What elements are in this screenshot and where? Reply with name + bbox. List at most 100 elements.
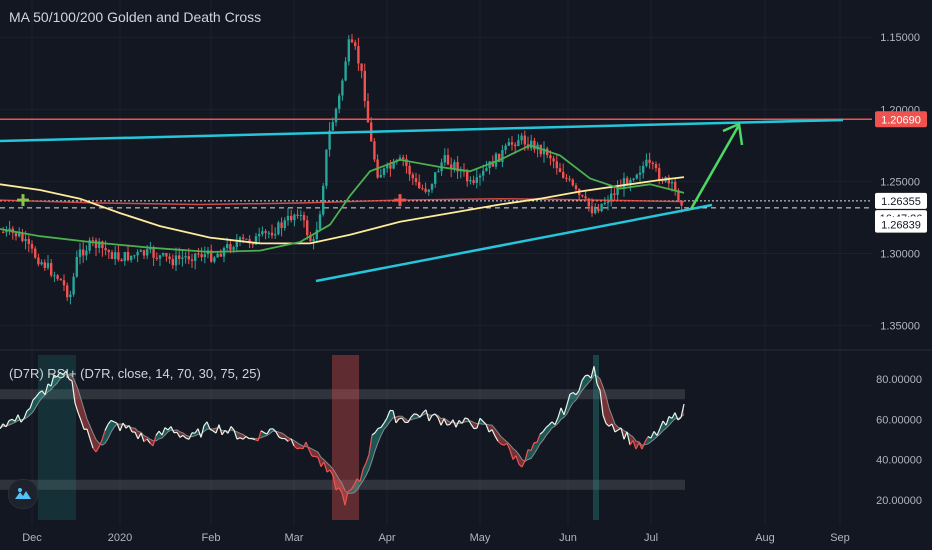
rsi-line-seg-220 [659,420,664,429]
candle-body-195 [626,178,629,186]
candle-body-70 [226,244,229,248]
candle-body-83 [267,232,270,234]
candle-body-12 [40,262,43,265]
candle-body-97 [312,239,315,242]
rsi-line-seg-157 [470,423,475,429]
rsi-fill-199 [597,375,600,391]
rsi-line-seg-108 [323,461,328,473]
rsi-axis[interactable]: 20.00000 40.00000 60.00000 80.00000 [876,374,922,507]
time-tick-label-9: Sep [830,532,850,544]
rsi-line-seg-118 [353,478,358,486]
candle-body-60 [194,253,197,261]
rsi-fill-192 [576,390,579,401]
candle-body-122 [392,161,395,169]
rsi-line-seg-81 [242,436,247,440]
rsi-line-seg-227 [680,403,685,418]
rsi-line-seg-181 [542,427,547,433]
rsi-line-seg-146 [437,417,442,426]
candle-body-118 [379,174,382,178]
candle-body-198 [635,174,638,179]
candle-body-209 [670,181,674,184]
rsi-line-seg-97 [290,438,295,447]
candle-body-114 [366,101,370,123]
rsi-line-seg-45 [134,431,139,440]
candle-body-0 [2,231,5,233]
candle-body-176 [565,177,568,179]
candle-body-107 [344,61,347,81]
candle-body-50 [162,253,165,256]
candle-body-40 [130,255,133,261]
rsi-line-seg-23 [68,378,73,382]
candle-body-140 [450,164,453,170]
candle-body-119 [382,168,386,175]
price-tick-label-3: 1.30000 [880,248,920,260]
rsi-line-seg-50 [149,442,154,447]
rsi-fill-50 [150,439,153,446]
rsi-line-seg-48 [143,438,148,443]
rsi-line-seg-137 [410,413,415,418]
candle-body-208 [667,177,670,184]
candle-body-56 [181,257,184,259]
rsi-line-seg-172 [515,455,520,465]
rsi-fill-44 [132,427,135,433]
rsi-fill-33 [99,439,102,447]
candle-body-32 [104,248,107,251]
ma-green-line [0,144,685,253]
time-tick-label-0: Dec [22,532,42,544]
candle-body-4 [14,232,18,237]
candle-body-18 [59,278,62,281]
candle-body-19 [62,280,66,286]
candle-body-155 [498,153,501,162]
candle-body-92 [296,214,299,216]
rsi-line-seg-54 [161,427,166,436]
price-label-bg-1 [875,192,927,209]
rsi-line-seg-196 [587,374,592,379]
rsi-fill-202 [606,395,609,427]
rsi-line-seg-225 [674,412,679,421]
rsi-fill-52 [156,431,159,441]
candle-body-141 [453,162,456,170]
candle-body-103 [331,122,334,131]
time-tick-label-7: Jul [644,532,658,544]
rsi-line-seg-210 [629,440,634,446]
candle-body-181 [581,195,584,197]
rsi-line-seg-184 [551,421,556,426]
candle-body-45 [146,249,149,256]
rsi-line-seg-38 [113,421,118,424]
rsi-fill-173 [519,454,522,468]
candle-body-194 [622,178,626,189]
time-axis[interactable]: Dec 2020 Feb Mar Apr May Jun Jul Aug Sep [22,532,850,544]
candle-body-200 [642,165,645,173]
candle-body-139 [446,155,450,165]
rsi-line-seg-62 [185,437,190,440]
rsi-line-seg-224 [671,412,676,419]
candle-body-106 [341,80,344,96]
candle-body-120 [386,164,389,169]
candle-body-128 [411,174,414,179]
candle-body-175 [562,172,565,178]
candle-body-109 [350,39,354,43]
rsi-line-seg-163 [488,429,493,433]
rsi-line-seg-1 [2,423,7,428]
tradingview-logo-icon[interactable] [8,479,38,509]
candle-body-105 [338,95,341,109]
rsi-fill-66 [198,428,201,438]
rsi-fill-125 [375,428,378,451]
rsi-line-seg-180 [539,431,544,435]
rsi-fill-60 [180,431,183,438]
rsi-line-seg-6 [17,414,22,423]
candle-body-1 [5,229,8,233]
candle-body-138 [443,155,446,163]
candle-body-73 [235,241,238,248]
rsi-line-seg-30 [89,438,94,449]
rsi-line-seg-93 [278,436,283,440]
candle-body-162 [520,135,523,141]
candle-body-34 [110,252,114,259]
rsi-line-seg-155 [464,417,469,420]
trend-drawings[interactable] [0,118,844,283]
time-tick-label-8: Aug [755,532,775,544]
candle-body-151 [485,168,488,171]
rsi-line-seg-103 [308,449,313,457]
price-label-bg-3 [875,216,927,233]
